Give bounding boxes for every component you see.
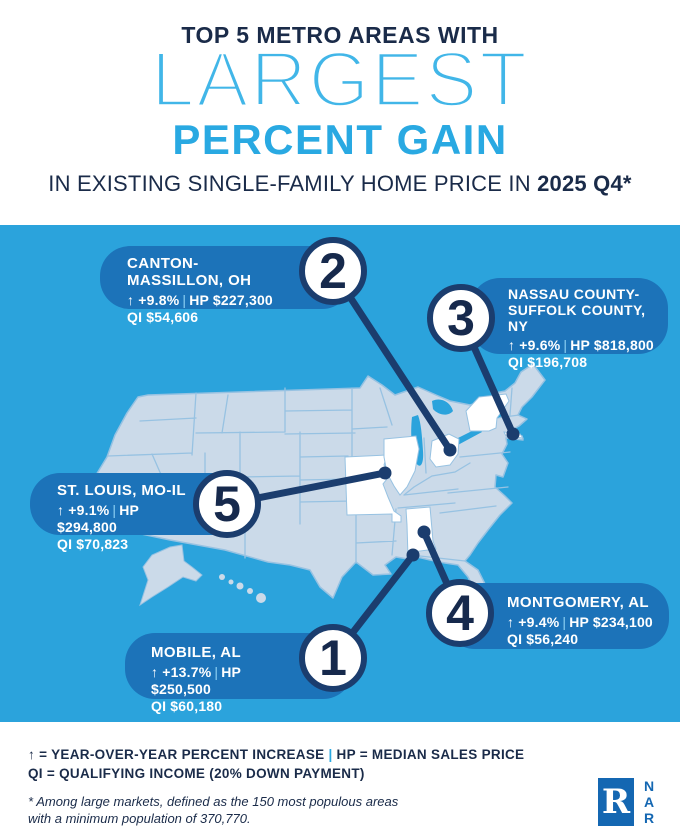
- qi-value: QI $60,180: [151, 698, 223, 714]
- footnote: * Among large markets, defined as the 15…: [28, 794, 398, 827]
- hp-value: HP $294,800: [57, 502, 139, 535]
- title-largest: LARGEST: [149, 35, 530, 123]
- up-arrow-icon: ↑: [127, 292, 135, 308]
- separator: |: [112, 502, 117, 518]
- dot-montgomery: [417, 525, 431, 539]
- legend-arrow-definition: = YEAR-OVER-YEAR PERCENT INCREASE: [39, 747, 325, 762]
- callout-canton-massillon: CANTON-MASSILLON, OH ↑ +9.8% | HP $227,300…: [100, 246, 352, 325]
- nar-logo: R N A R: [598, 778, 654, 826]
- pct-value: +9.1%: [68, 502, 110, 518]
- great-lakes: [411, 399, 505, 466]
- title-line-4-quarter: 2025 Q4*: [537, 171, 632, 196]
- map-panel: CANTON-MASSILLON, OH ↑ +9.8% | HP $227,300…: [0, 225, 680, 722]
- leader-line-2: [329, 267, 454, 454]
- rank-badge-1: 1: [299, 624, 367, 692]
- title-percent-gain: PERCENT GAIN: [172, 116, 508, 163]
- separator: |: [563, 337, 568, 353]
- up-arrow-icon: ↑: [508, 337, 516, 353]
- alaska: [139, 544, 203, 607]
- pct-value: +9.6%: [519, 337, 561, 353]
- title-line-4: IN EXISTING SINGLE-FAMILY HOME PRICE IN …: [0, 171, 680, 197]
- hp-value: HP $818,800: [570, 337, 654, 353]
- footnote-line-1: * Among large markets, defined as the 15…: [28, 794, 399, 809]
- realtor-r-icon: R: [598, 778, 634, 826]
- title-line-4-prefix: IN EXISTING SINGLE-FAMILY HOME PRICE IN: [48, 171, 538, 196]
- hawaii: [219, 574, 266, 603]
- legend: ↑ = YEAR-OVER-YEAR PERCENT INCREASE | HP =…: [28, 745, 524, 783]
- footnote-line-2: with a minimum population of 370,770.: [28, 810, 251, 826]
- separator: |: [214, 664, 219, 680]
- dot-mobile: [406, 548, 420, 562]
- metro-stats: ↑ +9.8% | HP $227,300: [127, 292, 282, 309]
- qi-value: QI $56,240: [507, 631, 579, 647]
- up-arrow-icon: ↑: [507, 614, 515, 630]
- hp-value: HP $250,500: [151, 664, 241, 697]
- rank-badge-5: 5: [193, 470, 261, 538]
- metro-name: ST. LOUIS, MO-IL: [57, 482, 186, 499]
- metro-name: MOBILE, AL: [151, 644, 242, 661]
- up-arrow-icon: ↑: [57, 502, 65, 518]
- metro-stats: ↑ +9.6% | HP $818,800: [508, 337, 658, 354]
- pct-value: +9.8%: [138, 292, 180, 308]
- metro-name: NASSAU COUNTY-SUFFOLK COUNTY, NY: [508, 286, 646, 334]
- legend-hp-definition: HP = MEDIAN SALES PRICE: [336, 747, 525, 762]
- separator: |: [328, 747, 333, 762]
- legend-line-2: QI = QUALIFYING INCOME (20% DOWN PAYMENT…: [28, 766, 365, 781]
- pct-value: +13.7%: [162, 664, 212, 680]
- qi-value: QI $54,606: [127, 309, 199, 325]
- callout-nassau-suffolk: NASSAU COUNTY-SUFFOLK COUNTY, NY ↑ +9.6%…: [470, 278, 668, 370]
- pct-value: +9.4%: [518, 614, 560, 630]
- metro-name: MONTGOMERY, AL: [507, 594, 649, 611]
- up-arrow-icon: ↑: [151, 664, 159, 680]
- hp-value: HP $234,100: [569, 614, 653, 630]
- rank-badge-3: 3: [427, 284, 495, 352]
- title-line-1: TOP 5 METRO AREAS WITH: [181, 22, 499, 48]
- separator: |: [182, 292, 187, 308]
- dot-canton: [443, 443, 457, 457]
- nar-letter-r: R: [644, 810, 655, 826]
- hp-value: HP $227,300: [189, 292, 273, 308]
- metro-stats: ↑ +9.4% | HP $234,100: [507, 614, 659, 631]
- dot-st-louis: [378, 466, 392, 480]
- up-arrow-icon: ↑: [28, 747, 36, 762]
- dot-nassau: [506, 427, 520, 441]
- legend-line-1: ↑ = YEAR-OVER-YEAR PERCENT INCREASE | HP =…: [28, 745, 524, 764]
- us-map: [92, 267, 546, 662]
- separator: |: [562, 614, 567, 630]
- state-illinois: [383, 435, 420, 496]
- qi-value: QI $196,708: [508, 354, 588, 370]
- nar-letter-n: N: [644, 778, 655, 794]
- city-dots: [378, 427, 520, 562]
- nar-letter-a: A: [644, 794, 655, 810]
- qi-value: QI $70,823: [57, 536, 129, 552]
- nar-letters: N A R: [644, 778, 654, 826]
- rank-badge-2: 2: [299, 237, 367, 305]
- realtor-r-letter: R: [601, 782, 631, 822]
- rank-badge-4: 4: [426, 579, 494, 647]
- metro-stats: ↑ +13.7% | HP $250,500: [151, 664, 283, 698]
- metro-stats: ↑ +9.1% | HP $294,800: [57, 502, 192, 536]
- metro-name: CANTON-MASSILLON, OH: [127, 255, 252, 289]
